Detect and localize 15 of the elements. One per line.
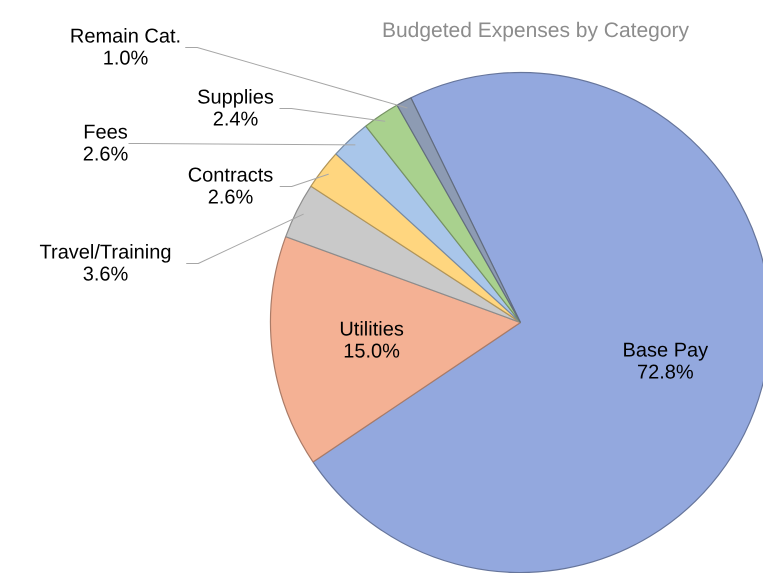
slice-label: Fees: [83, 122, 128, 144]
data-label: 1.0%: [102, 48, 149, 70]
slice-label: Utilities: [339, 318, 404, 341]
data-label: 2.4%: [212, 108, 259, 130]
data-label: 72.8%: [637, 361, 694, 384]
slice-label: Travel/Training: [40, 242, 172, 264]
data-label: 2.6%: [208, 186, 254, 208]
chart-title: Budgeted Expenses by Category: [382, 19, 690, 42]
data-label: 3.6%: [82, 264, 129, 286]
slice-label: Base Pay: [622, 339, 708, 362]
slice-label: Remain Cat.: [70, 26, 182, 48]
slice-label: Contracts: [188, 164, 274, 186]
data-label: 15.0%: [343, 340, 400, 363]
data-label: 2.6%: [82, 144, 129, 166]
slice-label: Supplies: [197, 86, 274, 108]
